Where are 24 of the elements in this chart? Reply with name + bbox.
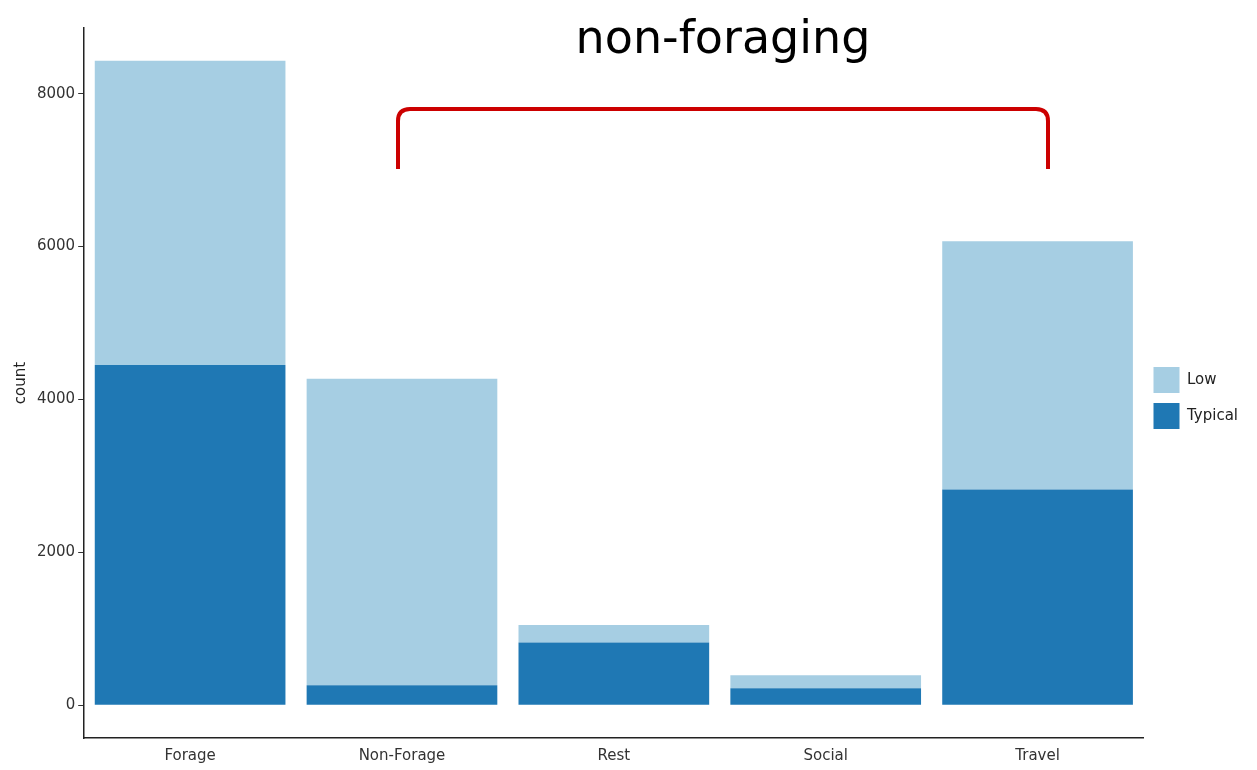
y-tick-label: 8000 bbox=[36, 83, 76, 102]
legend-label: Low bbox=[1187, 369, 1217, 388]
bar bbox=[942, 489, 1133, 705]
x-tick-label: Rest bbox=[597, 745, 631, 764]
bar bbox=[730, 688, 922, 705]
bar bbox=[942, 241, 1133, 490]
bar bbox=[306, 685, 498, 705]
x-tick-label: Forage bbox=[164, 745, 216, 764]
y-tick-label: 0 bbox=[65, 695, 76, 714]
bar bbox=[94, 60, 286, 366]
bar bbox=[306, 378, 498, 686]
bar bbox=[94, 365, 286, 705]
annotation: non-foraging bbox=[574, 10, 872, 64]
x-tick-label: Social bbox=[803, 745, 848, 764]
x-tick-label: Non-Forage bbox=[358, 745, 446, 764]
y-axis-title: count bbox=[10, 361, 29, 405]
y-tick-label: 6000 bbox=[36, 236, 76, 255]
legend-label: Typical bbox=[1186, 405, 1238, 424]
x-tick-label: Travel bbox=[1014, 745, 1060, 764]
y-tick-label: 4000 bbox=[36, 389, 76, 408]
bar bbox=[518, 642, 710, 705]
bar bbox=[518, 624, 710, 643]
y-tick-label: 2000 bbox=[36, 542, 76, 561]
bar bbox=[730, 675, 922, 689]
